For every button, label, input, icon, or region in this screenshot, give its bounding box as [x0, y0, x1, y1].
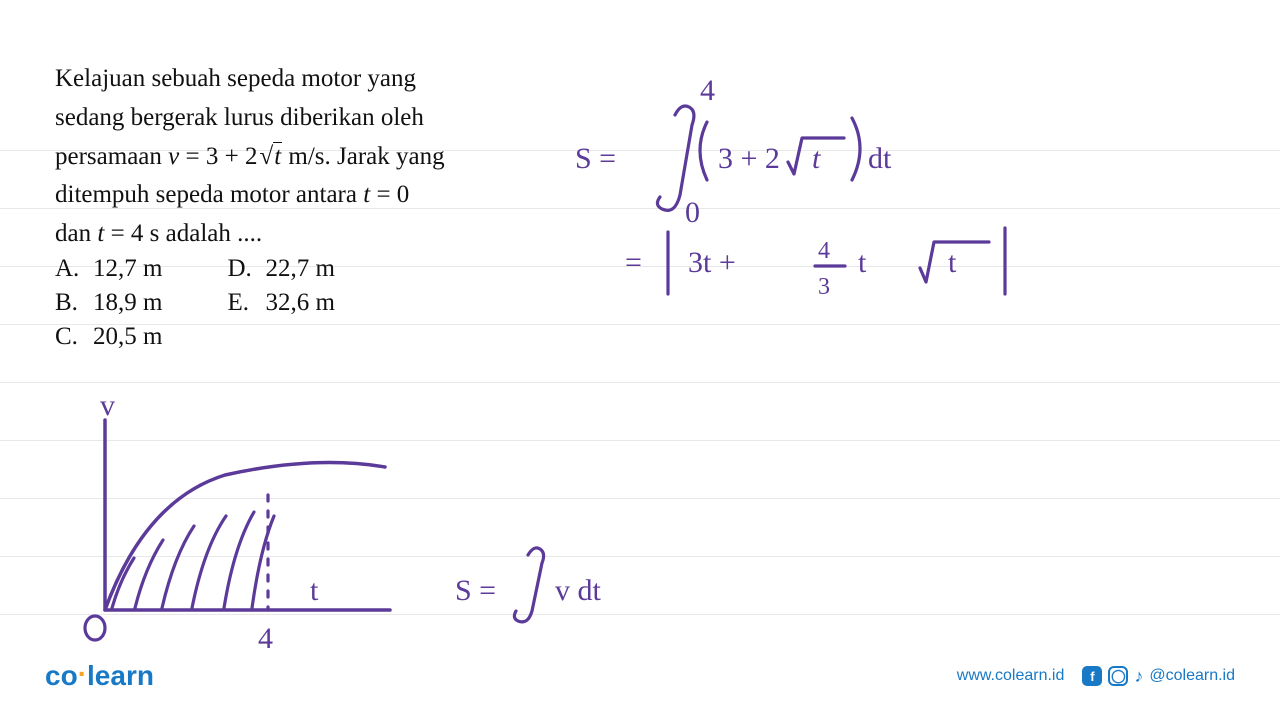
- tiktok-icon: ♪: [1134, 666, 1143, 687]
- option-E: E.32,6 m: [227, 289, 334, 317]
- footer-right: www.colearn.id f ◯ ♪ @colearn.id: [957, 666, 1235, 687]
- footer-url: www.colearn.id: [957, 667, 1065, 685]
- footer: co·learn www.colearn.id f ◯ ♪ @colearn.i…: [0, 660, 1280, 692]
- options-block: A.12,7 m D.22,7 m B.18,9 m E.32,6 m C.20…: [55, 255, 335, 357]
- option-C: C.20,5 m: [55, 323, 162, 351]
- option-D: D.22,7 m: [227, 255, 334, 283]
- question-line1: Kelajuan sebuah sepeda motor yang: [55, 60, 515, 99]
- question-line3: persamaan v = 3 + 2t m/s. Jarak yang: [55, 138, 515, 177]
- social-handle: @colearn.id: [1149, 667, 1235, 685]
- question-line4: ditempuh sepeda motor antara t = 0: [55, 176, 515, 215]
- instagram-icon: ◯: [1108, 666, 1128, 686]
- facebook-icon: f: [1082, 666, 1102, 686]
- option-B: B.18,9 m: [55, 289, 162, 317]
- brand-logo: co·learn: [45, 660, 154, 692]
- question-line2: sedang bergerak lurus diberikan oleh: [55, 99, 515, 138]
- social-icons: f ◯ ♪ @colearn.id: [1082, 666, 1235, 687]
- question-line5: dan t = 4 s adalah ....: [55, 215, 515, 254]
- option-A: A.12,7 m: [55, 255, 162, 283]
- question-block: Kelajuan sebuah sepeda motor yang sedang…: [55, 60, 515, 254]
